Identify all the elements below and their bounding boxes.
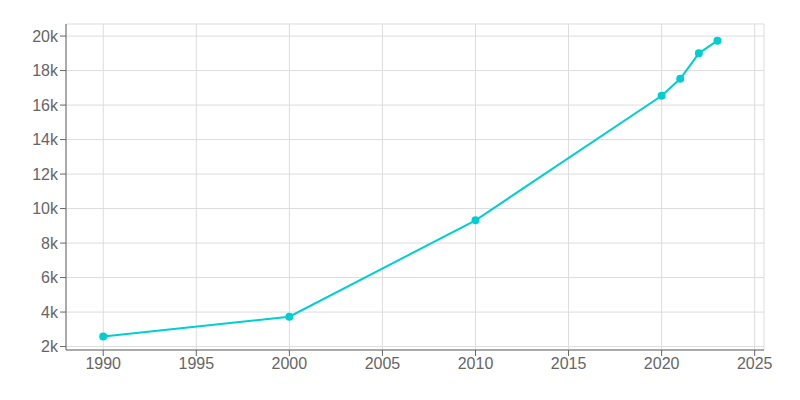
svg-text:2015: 2015: [551, 355, 587, 372]
svg-text:16k: 16k: [32, 97, 59, 114]
svg-text:20k: 20k: [32, 28, 59, 45]
svg-text:2020: 2020: [644, 355, 680, 372]
svg-text:12k: 12k: [32, 166, 59, 183]
svg-text:10k: 10k: [32, 200, 59, 217]
svg-text:2010: 2010: [458, 355, 494, 372]
svg-text:4k: 4k: [41, 304, 59, 321]
svg-text:8k: 8k: [41, 235, 59, 252]
svg-text:2005: 2005: [365, 355, 401, 372]
svg-text:2000: 2000: [272, 355, 308, 372]
svg-text:18k: 18k: [32, 62, 59, 79]
svg-text:2k: 2k: [41, 338, 59, 355]
svg-text:6k: 6k: [41, 269, 59, 286]
svg-text:14k: 14k: [32, 131, 59, 148]
svg-text:1995: 1995: [178, 355, 214, 372]
svg-text:1990: 1990: [85, 355, 121, 372]
svg-text:2025: 2025: [737, 355, 773, 372]
